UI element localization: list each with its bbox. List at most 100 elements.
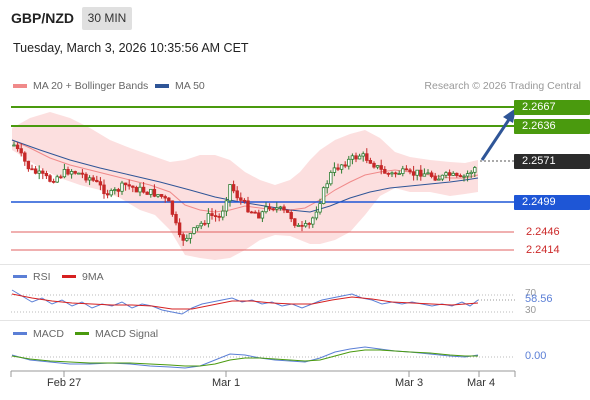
level-tag-current: 2.2571 [514, 154, 590, 169]
level-tag-resistance-2: 2.2636 [514, 119, 590, 134]
candle-body [253, 211, 257, 214]
candle-body [55, 176, 59, 183]
candle-body [44, 172, 49, 177]
panel-divider [0, 264, 590, 265]
candle-body [321, 187, 326, 204]
candle-body [41, 170, 45, 174]
candle-body [318, 203, 322, 213]
candle-body [174, 213, 178, 224]
candle-body [465, 173, 470, 177]
candle-body [80, 172, 85, 175]
candle-body [314, 211, 319, 219]
candle-body [242, 199, 247, 202]
candle-body [62, 169, 67, 178]
candle-body [339, 164, 344, 170]
candle-body [195, 225, 200, 229]
candle-body [249, 211, 254, 214]
macd-legend: MACD MACD Signal [0, 327, 200, 341]
candle-body [368, 160, 373, 164]
candle-body [285, 209, 290, 213]
candle-body [113, 189, 117, 191]
macd-signal-swatch [75, 332, 89, 335]
timestamp: Tuesday, March 3, 2026 10:35:56 AM CET [13, 41, 249, 55]
candle-body [181, 234, 185, 241]
candle-body [332, 167, 337, 173]
candle-body [386, 172, 391, 175]
macd-signal-line [11, 349, 478, 367]
candle-body [102, 184, 106, 195]
macd-swatch [13, 332, 27, 335]
candle-body [361, 153, 365, 157]
candle-body [23, 152, 27, 162]
candle-body [239, 197, 243, 201]
ma50-line [11, 139, 479, 213]
candle-body [303, 223, 308, 227]
candle-body [440, 174, 445, 180]
panel-divider [0, 320, 590, 321]
candle-body [134, 186, 139, 193]
candle-body [69, 171, 74, 175]
candle-body [383, 168, 387, 174]
candle-body [426, 172, 430, 175]
candle-body [289, 212, 293, 220]
candle-body [278, 206, 283, 209]
candle-body [260, 211, 265, 219]
candle-body [152, 188, 157, 197]
candle-body [159, 194, 164, 197]
bollinger-band [12, 112, 478, 260]
candle-body [15, 144, 20, 150]
candle-body [210, 213, 214, 216]
candle-body [379, 165, 383, 170]
candle-body [66, 169, 70, 175]
candle-body [199, 222, 203, 227]
level-tag-resistance-1: 2.2667 [514, 100, 590, 115]
candle-body [415, 169, 419, 176]
candle-body [408, 169, 412, 173]
x-axis-label: Feb 27 [47, 377, 82, 389]
candle-body [120, 182, 124, 192]
candle-body [217, 215, 221, 218]
candle-body [206, 213, 211, 224]
candle-body [231, 184, 236, 192]
x-axis-label: Mar 4 [467, 377, 496, 389]
candle-body [365, 153, 369, 161]
candle-body [77, 172, 81, 175]
candle-body [296, 224, 301, 227]
candle-body [131, 185, 135, 188]
candle-body [354, 155, 358, 160]
candle-body [451, 172, 455, 176]
ma20-line [11, 139, 479, 213]
candle-body [33, 168, 38, 174]
candlesticks [12, 141, 477, 246]
candle-body [228, 184, 232, 202]
x-axis-label: Mar 3 [395, 377, 424, 389]
candle-body [311, 217, 315, 225]
candle-body [444, 172, 448, 176]
candle-body [393, 172, 398, 175]
candle-body [350, 155, 355, 160]
candle-body [462, 175, 466, 178]
candle-body [404, 168, 409, 171]
timeframe-button[interactable]: 30 MIN [82, 7, 132, 30]
candle-body [473, 167, 477, 173]
candle-body [12, 144, 16, 147]
candle-body [469, 171, 473, 175]
candle-body [390, 172, 394, 175]
rsi-ma-swatch [62, 275, 76, 278]
candle-body [357, 155, 362, 160]
candle-body [138, 186, 142, 193]
candle-body [188, 233, 193, 239]
candle-body [30, 168, 34, 171]
candle-body [397, 173, 401, 175]
candle-body [149, 188, 153, 195]
candle-body [347, 158, 351, 167]
candle-body [192, 227, 196, 234]
symbol-title: GBP/NZD [11, 10, 74, 26]
candle-body [177, 222, 182, 236]
candle-body [203, 222, 207, 225]
candle-body [401, 168, 405, 174]
candle-body [411, 171, 416, 176]
candle-body [73, 171, 77, 174]
candle-body [26, 160, 31, 170]
